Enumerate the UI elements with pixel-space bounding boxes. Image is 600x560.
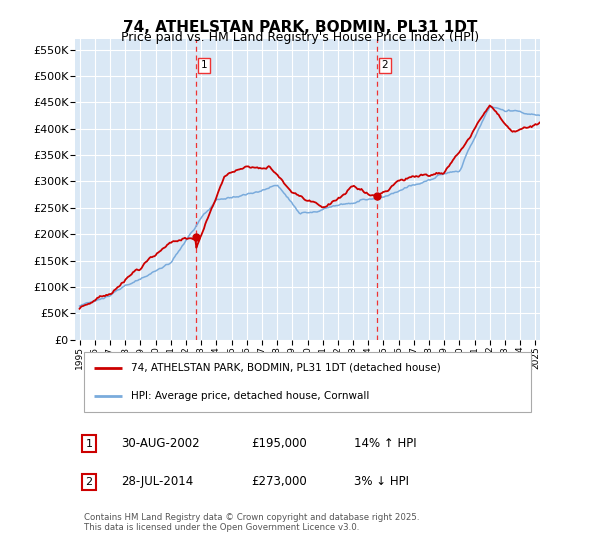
Text: Contains HM Land Registry data © Crown copyright and database right 2025.
This d: Contains HM Land Registry data © Crown c… bbox=[84, 513, 420, 533]
Text: 28-JUL-2014: 28-JUL-2014 bbox=[121, 475, 194, 488]
Text: 74, ATHELSTAN PARK, BODMIN, PL31 1DT: 74, ATHELSTAN PARK, BODMIN, PL31 1DT bbox=[123, 20, 477, 35]
Text: 3% ↓ HPI: 3% ↓ HPI bbox=[354, 475, 409, 488]
Text: 14% ↑ HPI: 14% ↑ HPI bbox=[354, 437, 416, 450]
Text: 1: 1 bbox=[85, 438, 92, 449]
Text: 74, ATHELSTAN PARK, BODMIN, PL31 1DT (detached house): 74, ATHELSTAN PARK, BODMIN, PL31 1DT (de… bbox=[131, 363, 440, 372]
Text: 2: 2 bbox=[382, 60, 388, 70]
Text: 1: 1 bbox=[200, 60, 207, 70]
Text: Price paid vs. HM Land Registry's House Price Index (HPI): Price paid vs. HM Land Registry's House … bbox=[121, 31, 479, 44]
Text: £195,000: £195,000 bbox=[252, 437, 307, 450]
Text: HPI: Average price, detached house, Cornwall: HPI: Average price, detached house, Corn… bbox=[131, 391, 369, 402]
Text: 30-AUG-2002: 30-AUG-2002 bbox=[121, 437, 200, 450]
Text: £273,000: £273,000 bbox=[252, 475, 307, 488]
FancyBboxPatch shape bbox=[84, 352, 531, 412]
Text: 2: 2 bbox=[85, 477, 92, 487]
Bar bbox=[196, 39, 377, 339]
